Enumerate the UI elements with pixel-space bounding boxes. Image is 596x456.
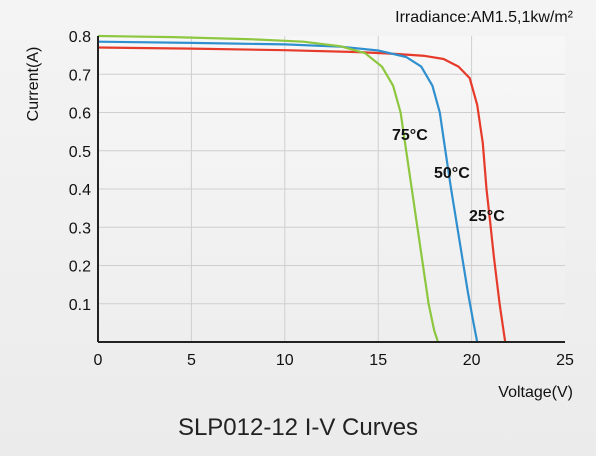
x-tick-label: 20 — [463, 352, 481, 369]
y-tick-label: 0.5 — [69, 144, 91, 161]
x-tick-label: 10 — [276, 352, 294, 369]
irradiance-annotation: Irradiance:AM1.5,1kw/m² — [395, 9, 574, 26]
x-tick-label: 25 — [556, 352, 574, 369]
tick-labels: 0 5 10 15 20 25 0.1 0.2 0.3 0.4 0.5 0.6 0.7 0.8 — [69, 29, 574, 369]
y-tick-label: 0.6 — [69, 106, 91, 123]
y-tick-label: 0.7 — [69, 67, 91, 84]
series-lines — [97, 34, 507, 343]
grid-lines — [98, 36, 565, 342]
x-tick-label: 15 — [369, 352, 387, 369]
series-label: 25°C — [469, 208, 505, 225]
y-tick-label: 0.2 — [69, 259, 91, 276]
series-line-50°C — [97, 40, 479, 343]
y-tick-label: 0.8 — [69, 29, 91, 46]
y-axis-title: Current(A) — [25, 47, 42, 122]
series-line-25°C — [97, 46, 507, 343]
y-tick-label: 0.1 — [69, 297, 91, 314]
y-tick-label: 0.3 — [69, 220, 91, 237]
x-tick-label: 0 — [94, 352, 103, 369]
x-tick-label: 5 — [187, 352, 196, 369]
x-axis-title: Voltage(V) — [498, 384, 573, 401]
axes — [97, 36, 565, 343]
series-line-75°C — [97, 34, 440, 343]
chart-title: SLP012-12 I-V Curves — [177, 414, 419, 441]
series-label: 75°C — [392, 127, 428, 144]
y-tick-label: 0.4 — [69, 182, 91, 199]
series-label: 50°C — [434, 165, 470, 182]
series-labels: 25°C 50°C 75°C — [392, 127, 505, 225]
